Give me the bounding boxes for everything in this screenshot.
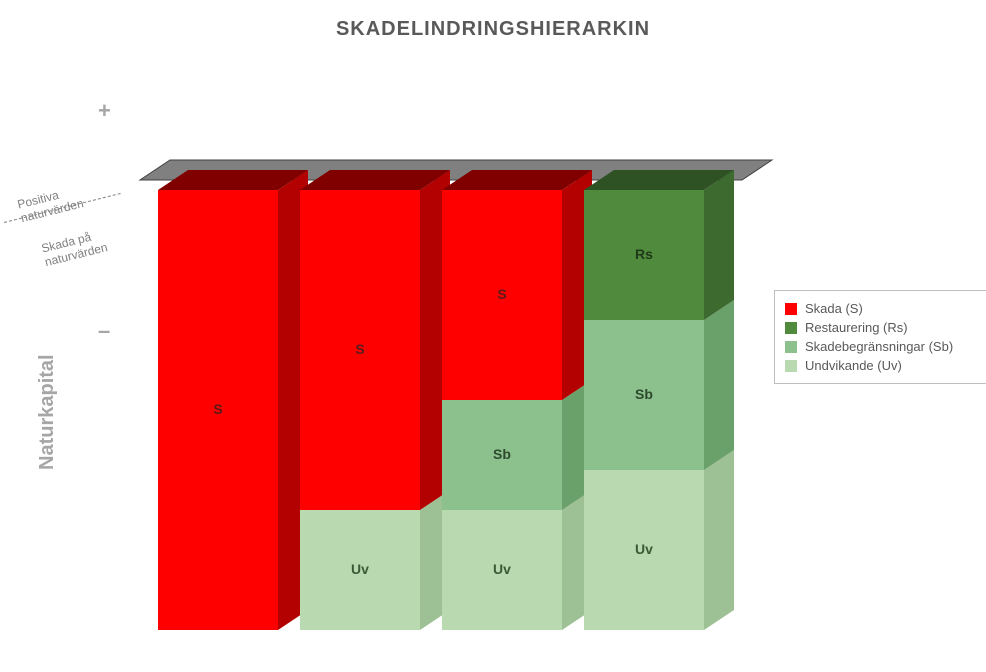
y-axis-minus: – <box>98 318 110 344</box>
legend-swatch <box>785 303 797 315</box>
legend: Skada (S) Restaurering (Rs) Skadebegränsni… <box>774 290 986 384</box>
y-axis-negative-label: Skada på naturvärden <box>40 227 109 270</box>
legend-label: Undvikande (Uv) <box>805 358 902 373</box>
legend-label: Skada (S) <box>805 301 863 316</box>
bar-segment: S <box>158 190 278 630</box>
bar-segment: S <box>300 190 420 510</box>
chart-area: SKADELINDRINGSHIERARKIN SUvSUvSbSUvSbRs … <box>0 0 986 672</box>
legend-swatch <box>785 322 797 334</box>
y-axis-plus: + <box>98 98 111 124</box>
legend-swatch <box>785 341 797 353</box>
bar-segment: Rs <box>584 190 704 320</box>
legend-item: Skadebegränsningar (Sb) <box>785 339 979 354</box>
y-axis-label: Naturkapital <box>36 354 59 470</box>
bar-segment: Uv <box>442 510 562 630</box>
legend-item: Undvikande (Uv) <box>785 358 979 373</box>
bar-segment: Uv <box>584 470 704 630</box>
legend-label: Restaurering (Rs) <box>805 320 908 335</box>
legend-item: Skada (S) <box>785 301 979 316</box>
legend-swatch <box>785 360 797 372</box>
chart-title: SKADELINDRINGSHIERARKIN <box>0 18 986 41</box>
bar-segment: Uv <box>300 510 420 630</box>
legend-label: Skadebegränsningar (Sb) <box>805 339 953 354</box>
bar-segment: Sb <box>442 400 562 510</box>
bar-segment: S <box>442 190 562 400</box>
legend-item: Restaurering (Rs) <box>785 320 979 335</box>
bar-segment: Sb <box>584 320 704 470</box>
